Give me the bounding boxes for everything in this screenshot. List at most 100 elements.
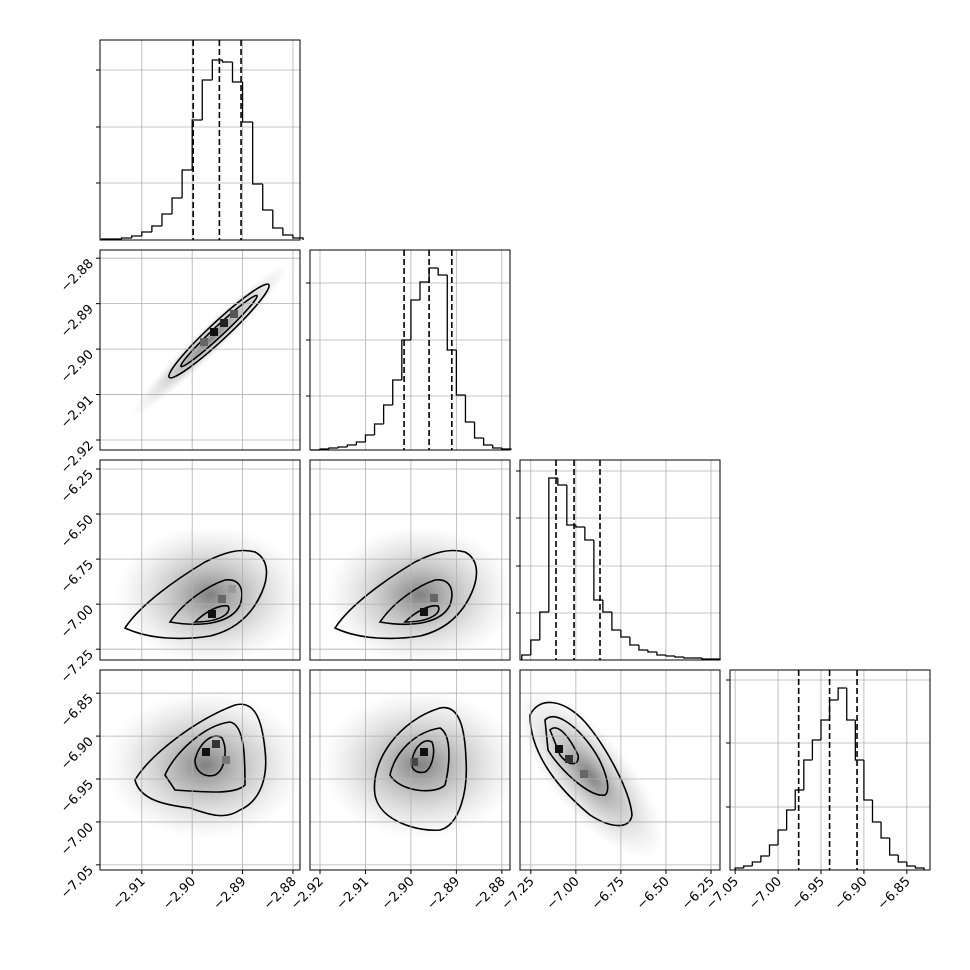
y-tick-label: −7.00 — [58, 602, 97, 641]
histogram-bin — [251, 122, 263, 185]
histogram-bin — [171, 197, 183, 214]
panel-frame — [99, 459, 301, 661]
y-tick-label: −2.90 — [58, 347, 97, 386]
histogram-bin — [464, 395, 475, 423]
panel-frame — [99, 249, 301, 451]
histogram-bin — [611, 612, 621, 631]
density-panel — [115, 525, 300, 660]
y-tick-label: −2.91 — [58, 393, 97, 432]
x-tick-label: −2.90 — [379, 874, 418, 913]
histogram-bin — [683, 657, 693, 659]
histogram-bin — [419, 281, 430, 300]
x-tick-label: −2.90 — [160, 874, 199, 913]
panel-frame — [99, 669, 301, 871]
histogram-bin — [863, 760, 873, 801]
histogram-bin — [584, 527, 594, 541]
histogram-bin — [501, 448, 512, 450]
histogram-bin — [482, 438, 493, 446]
histogram-bin — [191, 119, 203, 170]
histogram-bin — [743, 865, 753, 868]
histogram-bin — [131, 235, 142, 238]
histogram-bin — [272, 210, 283, 229]
histogram-bin — [282, 228, 293, 236]
histogram-bin — [820, 719, 830, 740]
x-tick-label: −6.50 — [634, 874, 673, 913]
histogram-bin — [897, 855, 907, 863]
panel-frame — [519, 669, 721, 871]
y-tick-label: −7.05 — [58, 863, 97, 902]
histogram-bin — [620, 630, 630, 638]
histogram-bin — [473, 422, 484, 439]
histogram-bin — [701, 658, 711, 660]
histogram-bin — [201, 79, 213, 120]
panel-frame — [309, 249, 511, 451]
histogram-bin — [292, 235, 304, 240]
histogram-bin — [410, 299, 420, 340]
y-tick-label: −6.95 — [58, 777, 97, 816]
histogram-bin — [811, 739, 821, 760]
histogram-bin — [337, 446, 348, 448]
panel-frame — [99, 39, 301, 241]
histogram-bin — [828, 699, 839, 720]
histogram-bin — [638, 645, 648, 651]
histogram-bin — [328, 447, 339, 449]
histogram-bin — [593, 540, 603, 601]
y-tick-label: −2.88 — [58, 256, 97, 295]
y-tick-label: −7.00 — [58, 820, 97, 859]
y-tick-label: −6.75 — [58, 557, 97, 596]
histogram-bin — [141, 231, 152, 236]
histogram-bin — [794, 789, 804, 810]
x-tick-label: −7.00 — [746, 874, 785, 913]
panel-frame — [729, 669, 931, 871]
histogram-bin — [751, 861, 761, 866]
histogram-bin — [656, 652, 666, 656]
y-tick-label: −6.85 — [58, 691, 97, 730]
panel-frame — [309, 669, 511, 871]
histogram-bin — [446, 275, 457, 351]
histogram-bin — [768, 844, 779, 856]
x-tick-label: −2.91 — [334, 874, 373, 913]
histogram-bin — [221, 60, 233, 63]
histogram-bin — [674, 656, 684, 658]
histogram-bin — [364, 434, 375, 442]
y-tick-label: −6.90 — [58, 734, 97, 773]
panel-frame — [309, 459, 511, 661]
histogram-bin — [557, 478, 567, 486]
x-tick-label: −6.95 — [789, 874, 828, 913]
histogram-bin — [181, 169, 193, 198]
histogram-bin — [786, 809, 796, 830]
x-tick-label: −6.90 — [832, 874, 871, 913]
histogram-bin — [161, 213, 173, 226]
density-panel — [105, 690, 300, 840]
y-tick-label: −2.92 — [58, 438, 97, 477]
histogram-bin — [575, 525, 585, 528]
histogram-bin — [846, 688, 856, 721]
histogram-bin — [428, 267, 439, 282]
histogram-bin — [889, 838, 899, 856]
y-tick-label: −6.50 — [58, 512, 97, 551]
histogram-bin — [231, 62, 243, 83]
density-panel — [130, 262, 290, 418]
histogram-bin — [373, 423, 384, 435]
x-tick-label: −6.75 — [589, 874, 628, 913]
histogram-bin — [151, 225, 162, 232]
histogram-bin — [914, 866, 925, 870]
histogram-bin — [906, 862, 916, 867]
histogram-bin — [837, 687, 847, 700]
y-tick-label: −7.25 — [58, 647, 97, 686]
histogram-bin — [437, 268, 448, 276]
histogram-bin — [647, 650, 657, 653]
histogram-bin — [777, 829, 787, 845]
y-tick-label: −2.89 — [58, 302, 97, 341]
histogram-bin — [262, 184, 273, 211]
histogram-bin — [734, 867, 744, 870]
histogram-bin — [665, 655, 675, 657]
x-tick-label: −7.25 — [499, 874, 538, 913]
histogram-bin — [760, 855, 770, 862]
density-panel — [320, 690, 510, 840]
histogram-bin — [346, 444, 357, 447]
x-tick-label: −6.85 — [875, 874, 914, 913]
histogram-bin — [241, 82, 253, 123]
x-tick-label: −2.91 — [110, 874, 149, 913]
